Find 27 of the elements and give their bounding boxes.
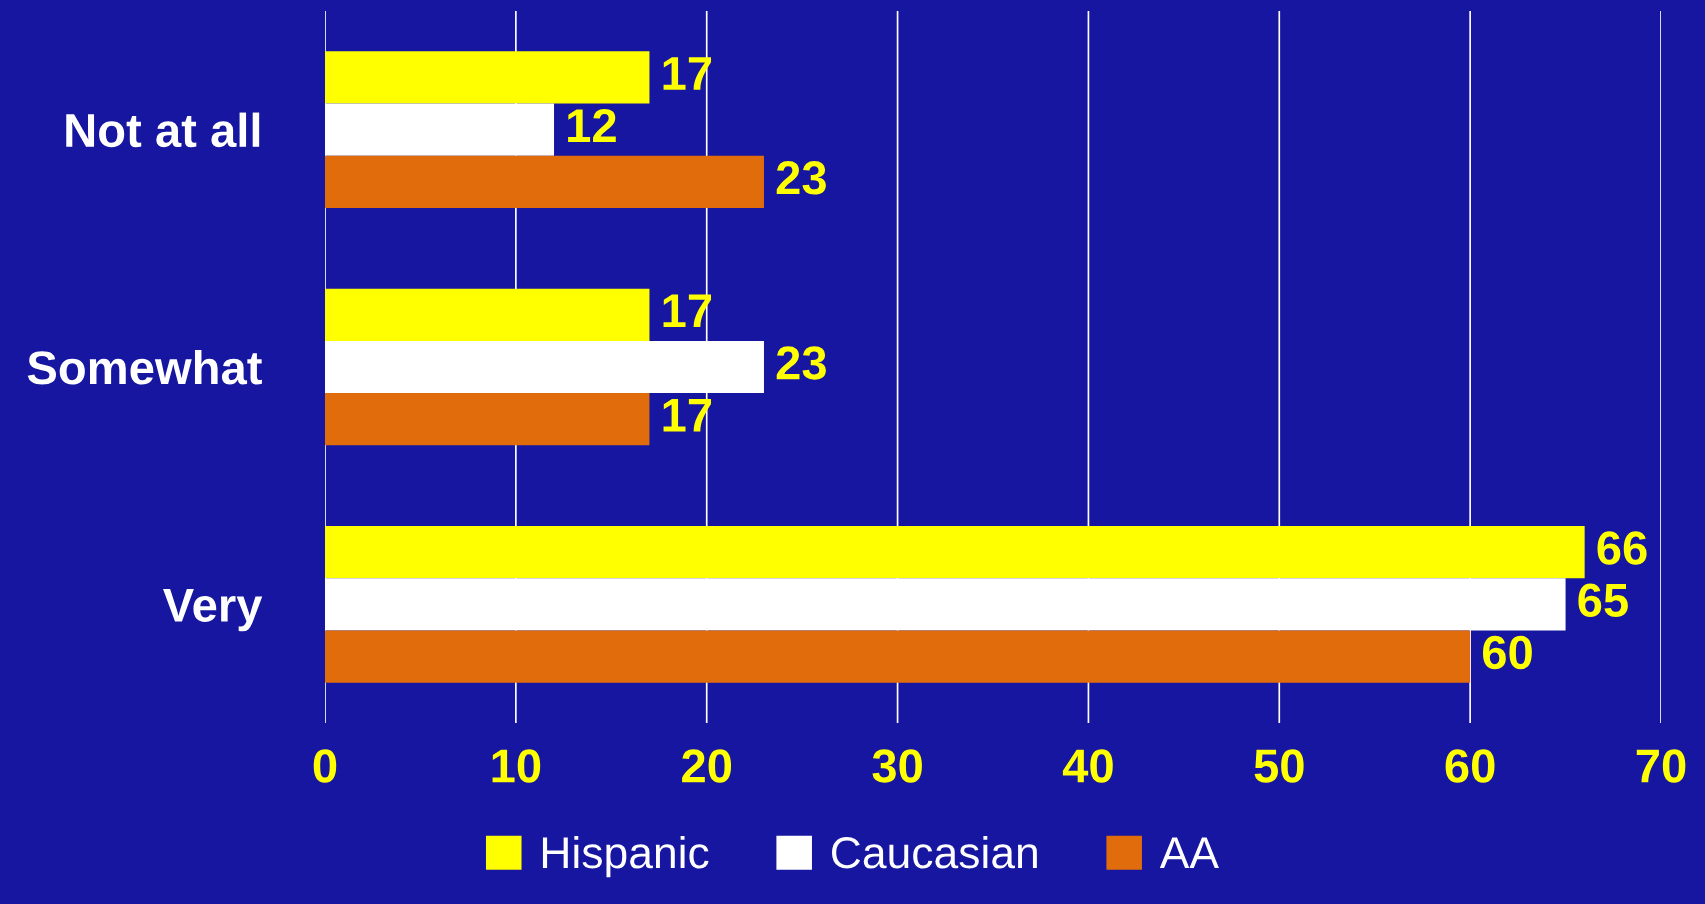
bar (325, 630, 1471, 683)
bar (325, 103, 555, 156)
x-tick-label: 70 (1636, 749, 1686, 783)
legend-label: Hispanic (542, 835, 709, 878)
data-label: 23 (776, 346, 826, 380)
legend-label: AA (1159, 837, 1219, 869)
bar (325, 51, 650, 104)
data-label: 12 (568, 108, 616, 142)
y-tick-label: Somewhat (27, 349, 262, 385)
bar (325, 526, 1585, 579)
legend-label: Caucasian (832, 835, 1037, 869)
x-tick-label: 60 (1445, 749, 1495, 783)
data-label: 66 (1597, 531, 1647, 565)
data-label: 23 (776, 161, 826, 195)
x-tick-label: 20 (682, 749, 732, 783)
data-label: 65 (1578, 583, 1628, 618)
x-tick-label: 10 (492, 749, 541, 783)
x-tick-label: 50 (1254, 749, 1304, 783)
data-label: 60 (1482, 635, 1532, 670)
y-tick-label: Not at all (66, 112, 260, 148)
bar (325, 393, 650, 446)
bar (325, 288, 650, 341)
x-tick-label: 30 (872, 749, 922, 783)
bar (325, 155, 764, 208)
x-tick-label: 40 (1062, 749, 1113, 783)
y-tick-label: Very (163, 588, 263, 632)
x-tick-label: 0 (313, 749, 337, 783)
